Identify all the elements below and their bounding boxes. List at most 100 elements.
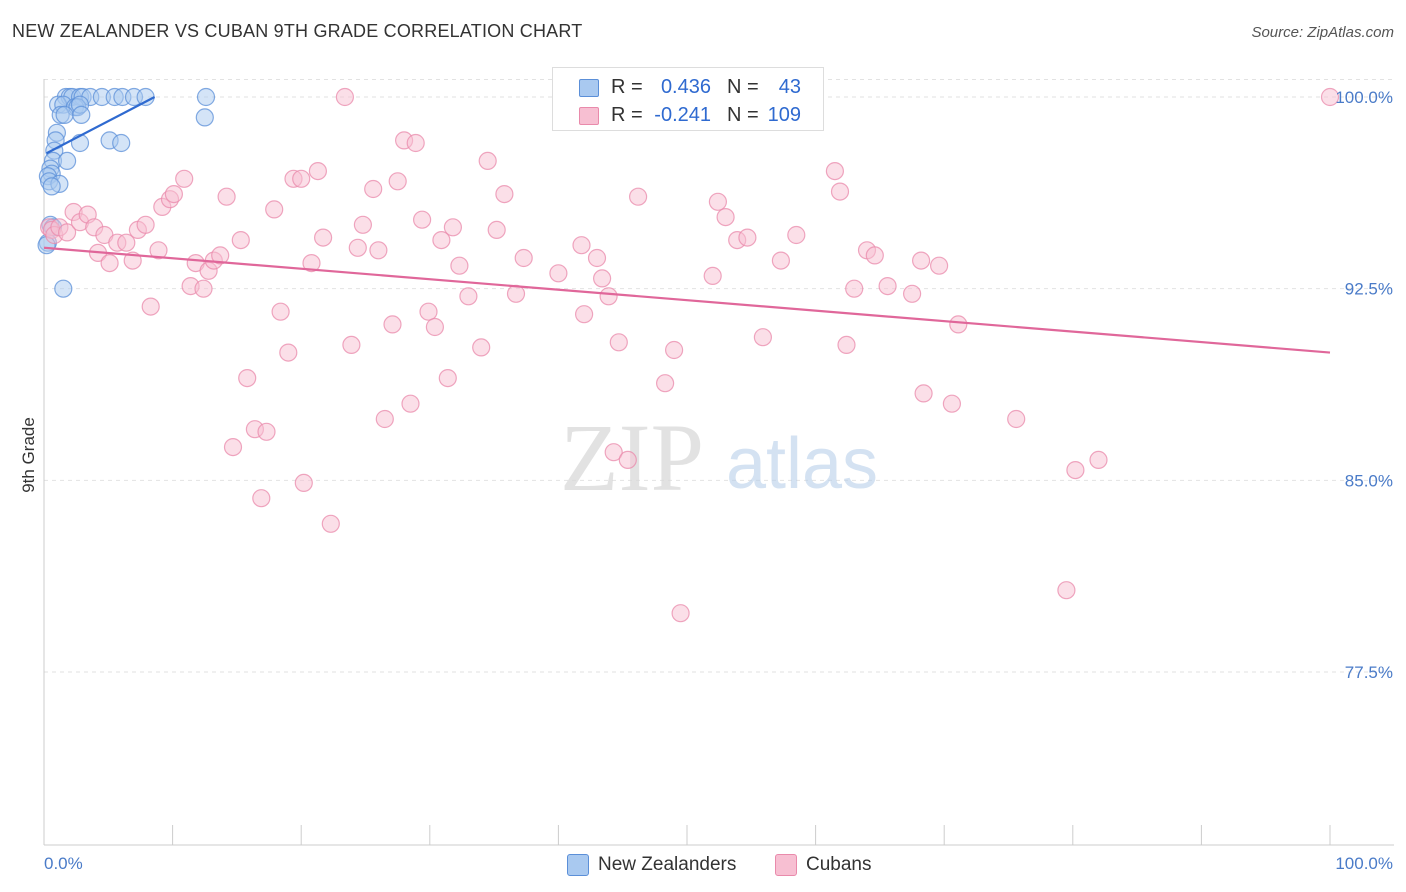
chart-title: NEW ZEALANDER VS CUBAN 9TH GRADE CORRELA… bbox=[12, 21, 583, 41]
cuban-point bbox=[335, 87, 354, 107]
cuban-point bbox=[1007, 409, 1026, 429]
x-tick-label-start: 0.0% bbox=[44, 854, 83, 873]
cuban-point bbox=[911, 251, 931, 270]
new-zealander-point bbox=[54, 279, 73, 298]
cuban-point bbox=[572, 236, 591, 255]
cuban-point bbox=[238, 369, 257, 388]
y-tick-label: 77.5% bbox=[1345, 663, 1393, 682]
cuban-point bbox=[878, 277, 897, 296]
cuban-point bbox=[487, 220, 506, 239]
stats-n-label: N = bbox=[727, 76, 759, 98]
cuban-point bbox=[929, 256, 949, 275]
cuban-point bbox=[279, 343, 298, 362]
cuban-point bbox=[223, 438, 243, 457]
cuban-point bbox=[1066, 461, 1085, 480]
legend-swatch-blue bbox=[567, 854, 589, 876]
cuban-point bbox=[472, 338, 491, 357]
cuban-point bbox=[136, 215, 155, 234]
cuban-point bbox=[194, 279, 213, 298]
cuban-point bbox=[211, 246, 230, 265]
cuban-point bbox=[443, 218, 462, 237]
y-tick-label: 92.5% bbox=[1345, 280, 1393, 299]
cuban-point bbox=[495, 185, 514, 204]
cuban-point bbox=[141, 297, 160, 316]
legend: New Zealanders Cubans bbox=[0, 850, 1406, 880]
stats-n-value: 43 bbox=[778, 76, 801, 98]
cuban-trend-line bbox=[43, 246, 1331, 354]
cuban-point bbox=[271, 302, 290, 321]
new-zealander-point bbox=[57, 151, 77, 170]
cuban-point bbox=[549, 264, 568, 283]
cuban-point bbox=[369, 241, 388, 260]
cuban-point bbox=[231, 231, 250, 250]
cuban-point bbox=[914, 384, 933, 403]
cuban-point bbox=[432, 231, 451, 250]
cuban-point bbox=[348, 238, 367, 257]
cuban-point bbox=[830, 182, 850, 201]
new-zealander-point bbox=[42, 177, 61, 196]
labels-layer: 100.0% 92.5% 85.0% 77.5% 0.0% 100.0% bbox=[44, 88, 1393, 873]
cuban-point bbox=[664, 340, 684, 360]
cuban-point bbox=[655, 374, 675, 393]
y-tick-label: 85.0% bbox=[1345, 471, 1393, 490]
chart-source: Source: ZipAtlas.com bbox=[1251, 24, 1394, 41]
cuban-point bbox=[949, 315, 968, 334]
cuban-point bbox=[1320, 87, 1340, 107]
cuban-point bbox=[787, 225, 806, 245]
cuban-point bbox=[217, 187, 236, 206]
cuban-point bbox=[865, 246, 884, 265]
cuban-point bbox=[574, 305, 594, 324]
cuban-point bbox=[708, 192, 728, 211]
cuban-point bbox=[100, 254, 119, 273]
cuban-point bbox=[314, 228, 333, 247]
cuban-point bbox=[117, 233, 136, 252]
cuban-point bbox=[514, 248, 533, 268]
stats-n-value: 109 bbox=[767, 104, 801, 126]
cuban-point bbox=[1057, 581, 1076, 600]
cuban-point bbox=[364, 179, 383, 199]
y-tick-label: 100.0% bbox=[1335, 88, 1393, 107]
cuban-point bbox=[383, 315, 402, 334]
cuban-point bbox=[149, 241, 168, 260]
cuban-point bbox=[753, 328, 773, 347]
cuban-point bbox=[506, 284, 526, 303]
axes-layer bbox=[43, 79, 1394, 846]
cuban-point bbox=[671, 604, 690, 623]
cuban-point bbox=[703, 266, 722, 285]
stats-r-label: R = bbox=[611, 104, 643, 126]
x-tick-label-end: 100.0% bbox=[1335, 854, 1393, 873]
legend-label: New Zealanders bbox=[598, 854, 737, 875]
cuban-point bbox=[587, 248, 607, 268]
cuban-point bbox=[902, 284, 922, 303]
cuban-point bbox=[425, 317, 444, 337]
cuban-point bbox=[1089, 450, 1108, 469]
cuban-point bbox=[771, 251, 791, 270]
cuban-point bbox=[342, 335, 361, 354]
new-zealander-point bbox=[55, 105, 74, 125]
cuban-point bbox=[845, 279, 864, 298]
cuban-point bbox=[321, 514, 340, 533]
new-zealander-point bbox=[136, 87, 155, 107]
stats-row-cubans: R = -0.241 N = 109 bbox=[553, 100, 823, 130]
cuban-point bbox=[375, 409, 394, 429]
cuban-point bbox=[257, 422, 276, 441]
cuban-point bbox=[837, 335, 856, 354]
cuban-point bbox=[302, 254, 321, 273]
new-zealander-point bbox=[72, 105, 91, 125]
cuban-point bbox=[265, 200, 284, 219]
cuban-point bbox=[57, 223, 77, 242]
cuban-point bbox=[353, 215, 372, 234]
stats-swatch-pink bbox=[579, 107, 599, 125]
cuban-point bbox=[401, 394, 420, 413]
new-zealander-point bbox=[196, 87, 216, 107]
cuban-point bbox=[438, 369, 457, 388]
new-zealander-point bbox=[112, 133, 131, 153]
stats-swatch-blue bbox=[579, 79, 599, 97]
trend-layer bbox=[43, 96, 1331, 354]
cuban-point bbox=[604, 443, 623, 462]
cuban-point bbox=[459, 287, 478, 306]
stats-n-label: N = bbox=[727, 104, 759, 126]
y-axis-title: 9th Grade bbox=[19, 417, 38, 493]
cuban-point bbox=[738, 228, 757, 247]
